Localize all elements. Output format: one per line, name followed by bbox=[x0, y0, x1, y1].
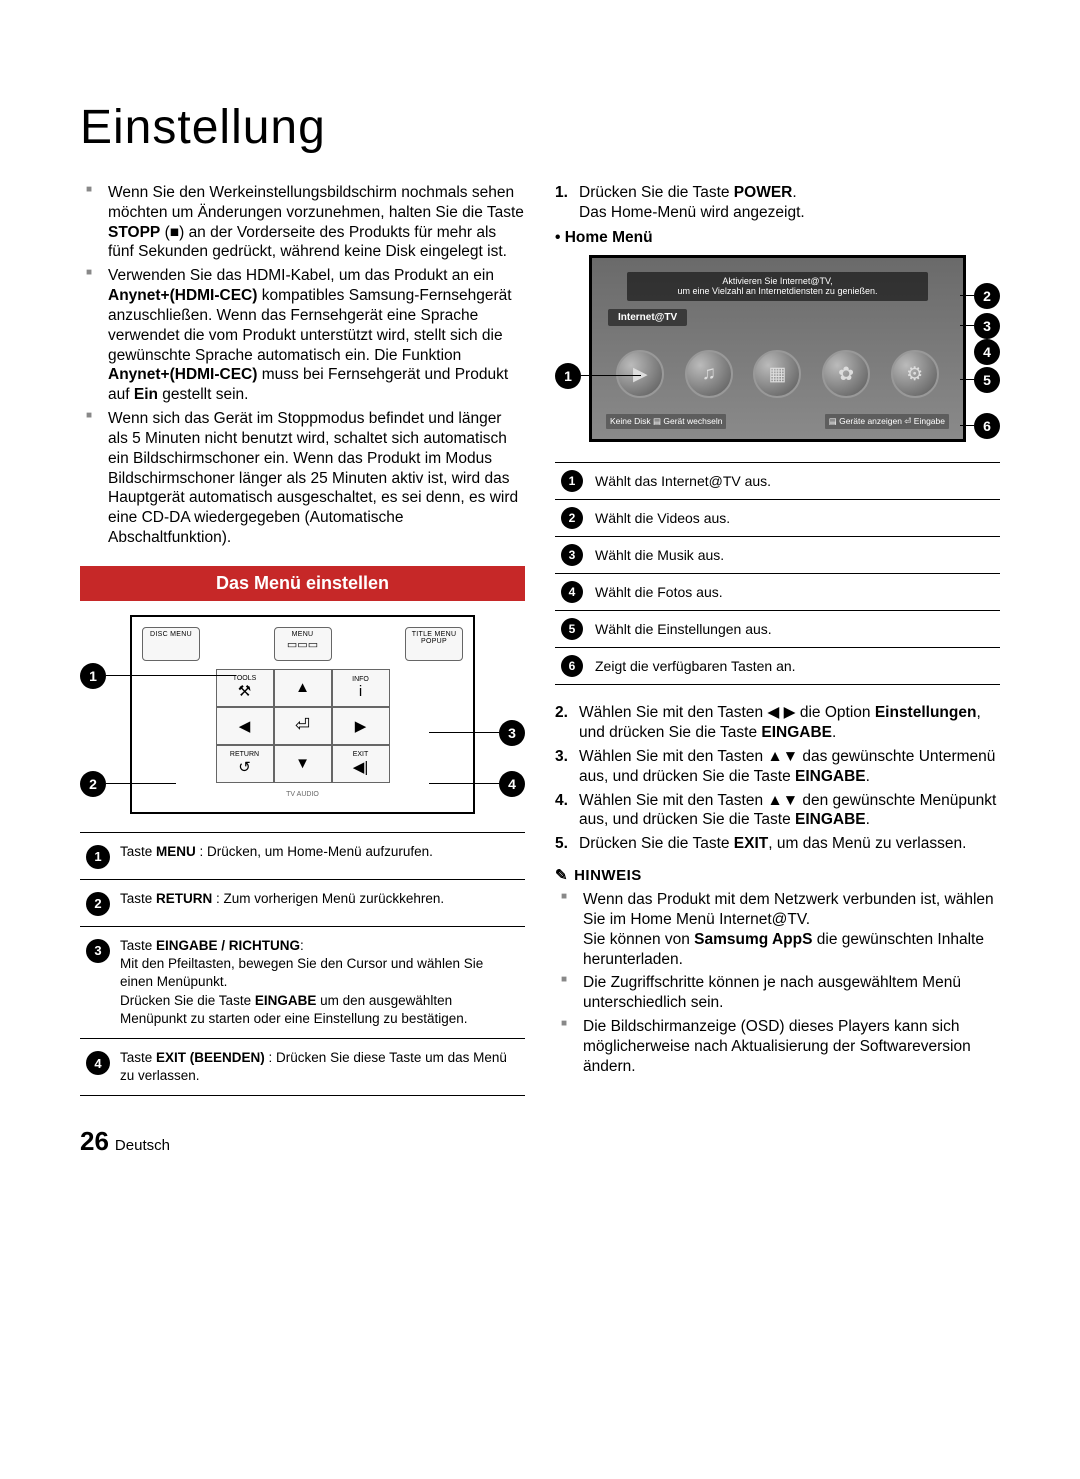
home-desc: Wählt die Videos aus. bbox=[595, 510, 730, 526]
callout-3: 3 bbox=[499, 720, 525, 746]
home-menu-table: 1Wählt das Internet@TV aus. 2Wählt die V… bbox=[555, 462, 1000, 685]
remote-desc: Taste EXIT (BEENDEN) : Drücken Sie diese… bbox=[120, 1049, 519, 1085]
callout-h2: 2 bbox=[974, 283, 1000, 309]
home-desc: Wählt die Musik aus. bbox=[595, 547, 724, 563]
music-icon: ♫ bbox=[685, 350, 733, 398]
callout-h5: 5 bbox=[974, 367, 1000, 393]
hinweis-label: HINWEIS bbox=[555, 866, 1000, 884]
home-desc: Wählt das Internet@TV aus. bbox=[595, 473, 771, 489]
dpad-right: ▶ bbox=[332, 707, 390, 745]
home-menu-diagram: Aktivieren Sie Internet@TV, um eine Viel… bbox=[555, 255, 1000, 443]
dpad-enter: ⏎ bbox=[274, 707, 332, 745]
hinweis-item: Wenn das Produkt mit dem Netzwerk verbun… bbox=[583, 890, 1000, 969]
settings-icon: ⚙ bbox=[891, 350, 939, 398]
badge-4: 4 bbox=[86, 1051, 110, 1075]
photo-icon: ✿ bbox=[822, 350, 870, 398]
page-number: 26Deutsch bbox=[80, 1126, 1000, 1157]
note-item: Wenn Sie den Werkeinstellungsbildschirm … bbox=[108, 183, 525, 262]
tv-banner: Aktivieren Sie Internet@TV, um eine Viel… bbox=[627, 272, 929, 302]
remote-btn-return: RETURN↺ bbox=[216, 745, 274, 783]
notes-list: Wenn Sie den Werkeinstellungsbildschirm … bbox=[80, 183, 525, 548]
right-column: 1.Drücken Sie die Taste POWER.Das Home-M… bbox=[555, 183, 1000, 1096]
home-desc: Wählt die Fotos aus. bbox=[595, 584, 723, 600]
step-number: 3. bbox=[555, 747, 573, 787]
page-title: Einstellung bbox=[80, 100, 1000, 155]
step-number: 5. bbox=[555, 834, 573, 854]
step-number: 4. bbox=[555, 791, 573, 831]
home-desc: Wählt die Einstellungen aus. bbox=[595, 621, 772, 637]
remote-btn-title-menu: TITLE MENUPOPUP bbox=[405, 627, 463, 661]
step-number: 1. bbox=[555, 183, 573, 223]
section-header: Das Menü einstellen bbox=[80, 566, 525, 601]
callout-h1: 1 bbox=[555, 363, 581, 389]
tv-internet-label: Internet@TV bbox=[608, 309, 687, 326]
callout-4: 4 bbox=[499, 771, 525, 797]
remote-btn-menu: MENU▭▭▭ bbox=[274, 627, 332, 661]
home-desc: Zeigt die verfügbaren Tasten an. bbox=[595, 658, 796, 674]
badge-2: 2 bbox=[86, 892, 110, 916]
step-text: Wählen Sie mit den Tasten ◀ ▶ die Option… bbox=[579, 703, 1000, 743]
callout-h3: 3 bbox=[974, 313, 1000, 339]
remote-desc: Taste RETURN : Zum vorherigen Menü zurüc… bbox=[120, 890, 519, 908]
hinweis-list: Wenn das Produkt mit dem Netzwerk verbun… bbox=[555, 890, 1000, 1076]
step-text: Wählen Sie mit den Tasten ▲▼ den gewünsc… bbox=[579, 791, 1000, 831]
callout-2: 2 bbox=[80, 771, 106, 797]
network-icon: ▦ bbox=[753, 350, 801, 398]
remote-desc: Taste EINGABE / RICHTUNG:Mit den Pfeilta… bbox=[120, 937, 519, 1028]
hinweis-item: Die Zugriffschritte können je nach ausge… bbox=[583, 973, 1000, 1013]
home-menu-label: Home Menü bbox=[555, 229, 1000, 247]
remote-dpad: TOOLS⚒ ▲ INFOi ◀ ⏎ ▶ RETURN↺ ▼ EXIT◀| bbox=[216, 669, 390, 783]
dpad-up: ▲ bbox=[274, 669, 332, 707]
step-number: 2. bbox=[555, 703, 573, 743]
remote-diagram: DISC MENU MENU▭▭▭ TITLE MENUPOPUP TOOLS⚒… bbox=[80, 615, 525, 814]
tv-footer-left: Keine Disk ▤ Gerät wechseln bbox=[606, 414, 726, 429]
remote-btn-disc-menu: DISC MENU bbox=[142, 627, 200, 661]
dpad-down: ▼ bbox=[274, 745, 332, 783]
remote-button-table: 1 Taste MENU : Drücken, um Home-Menü aufz… bbox=[80, 832, 525, 1097]
badge-1: 1 bbox=[86, 845, 110, 869]
remote-desc: Taste MENU : Drücken, um Home-Menü aufzu… bbox=[120, 843, 519, 861]
callout-h4: 4 bbox=[974, 339, 1000, 365]
remote-btn-info: INFOi bbox=[332, 669, 390, 707]
note-item: Verwenden Sie das HDMI-Kabel, um das Pro… bbox=[108, 266, 525, 405]
remote-btn-exit: EXIT◀| bbox=[332, 745, 390, 783]
left-column: Wenn Sie den Werkeinstellungsbildschirm … bbox=[80, 183, 525, 1096]
dpad-left: ◀ bbox=[216, 707, 274, 745]
step-text: Drücken Sie die Taste POWER.Das Home-Men… bbox=[579, 183, 805, 223]
step-text: Drücken Sie die Taste EXIT, um das Menü … bbox=[579, 834, 966, 854]
badge-3: 3 bbox=[86, 939, 110, 963]
tv-footer-right: ▤ Geräte anzeigen ⏎ Eingabe bbox=[825, 414, 949, 429]
hinweis-item: Die Bildschirmanzeige (OSD) dieses Playe… bbox=[583, 1017, 1000, 1076]
remote-tv-audio-label: TV AUDIO bbox=[142, 791, 463, 798]
callout-h6: 6 bbox=[974, 413, 1000, 439]
callout-1: 1 bbox=[80, 663, 106, 689]
step-text: Wählen Sie mit den Tasten ▲▼ das gewünsc… bbox=[579, 747, 1000, 787]
note-item: Wenn sich das Gerät im Stoppmodus befind… bbox=[108, 409, 525, 548]
